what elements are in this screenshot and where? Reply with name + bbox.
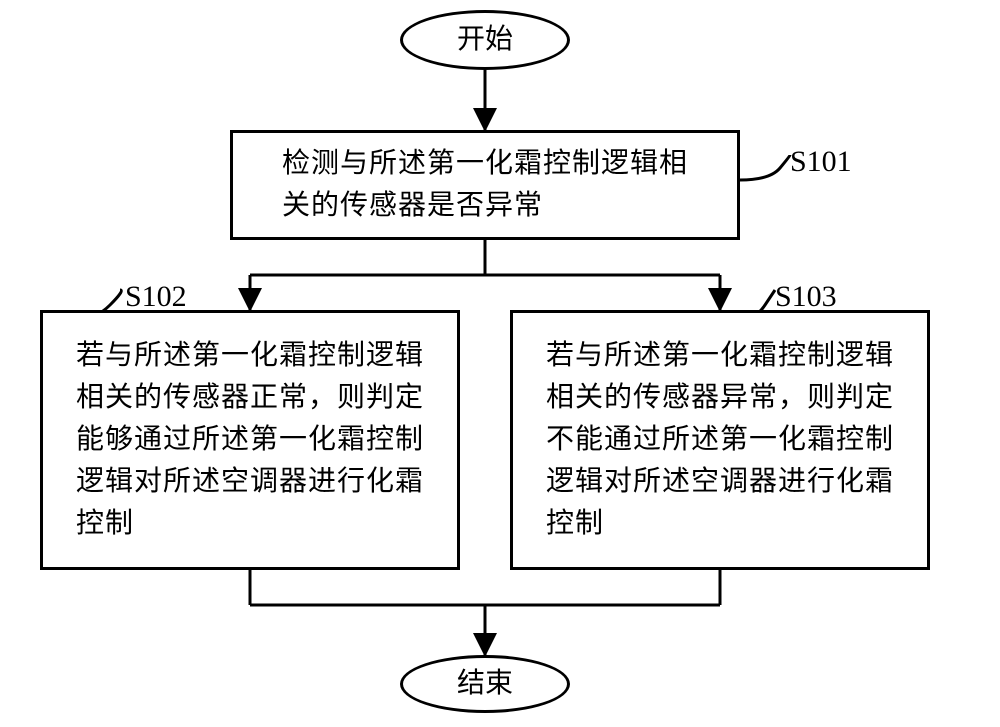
step-label-s103: S103	[775, 280, 837, 314]
flow-end: 结束	[400, 655, 570, 713]
s103-text: 若与所述第一化霜控制逻辑 相关的传感器异常，则判定 不能通过所述第一化霜控制 逻…	[546, 335, 894, 545]
end-label: 结束	[457, 663, 513, 705]
flow-step-s103: 若与所述第一化霜控制逻辑 相关的传感器异常，则判定 不能通过所述第一化霜控制 逻…	[510, 310, 930, 570]
step-label-s102: S102	[125, 280, 187, 314]
start-label: 开始	[457, 19, 513, 61]
flow-step-s102: 若与所述第一化霜控制逻辑 相关的传感器正常，则判定 能够通过所述第一化霜控制 逻…	[40, 310, 460, 570]
flow-start: 开始	[400, 10, 570, 70]
s101-text: 检测与所述第一化霜控制逻辑相 关的传感器是否异常	[282, 143, 688, 227]
s102-text: 若与所述第一化霜控制逻辑 相关的传感器正常，则判定 能够通过所述第一化霜控制 逻…	[76, 335, 424, 545]
step-label-s101: S101	[790, 145, 852, 179]
flow-step-s101: 检测与所述第一化霜控制逻辑相 关的传感器是否异常	[230, 130, 740, 240]
